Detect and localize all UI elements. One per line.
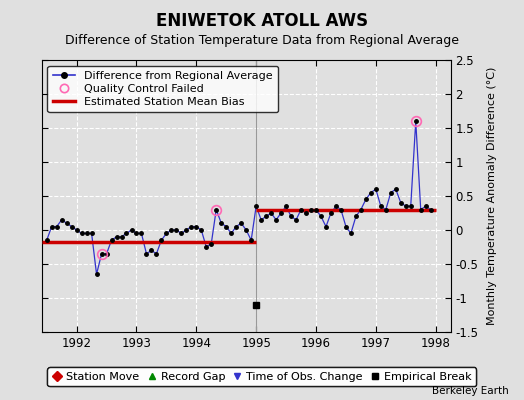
Text: Berkeley Earth: Berkeley Earth	[432, 386, 508, 396]
Legend: Station Move, Record Gap, Time of Obs. Change, Empirical Break: Station Move, Record Gap, Time of Obs. C…	[48, 367, 476, 386]
Y-axis label: Monthly Temperature Anomaly Difference (°C): Monthly Temperature Anomaly Difference (…	[487, 67, 497, 325]
Text: Difference of Station Temperature Data from Regional Average: Difference of Station Temperature Data f…	[65, 34, 459, 47]
Text: ENIWETOK ATOLL AWS: ENIWETOK ATOLL AWS	[156, 12, 368, 30]
